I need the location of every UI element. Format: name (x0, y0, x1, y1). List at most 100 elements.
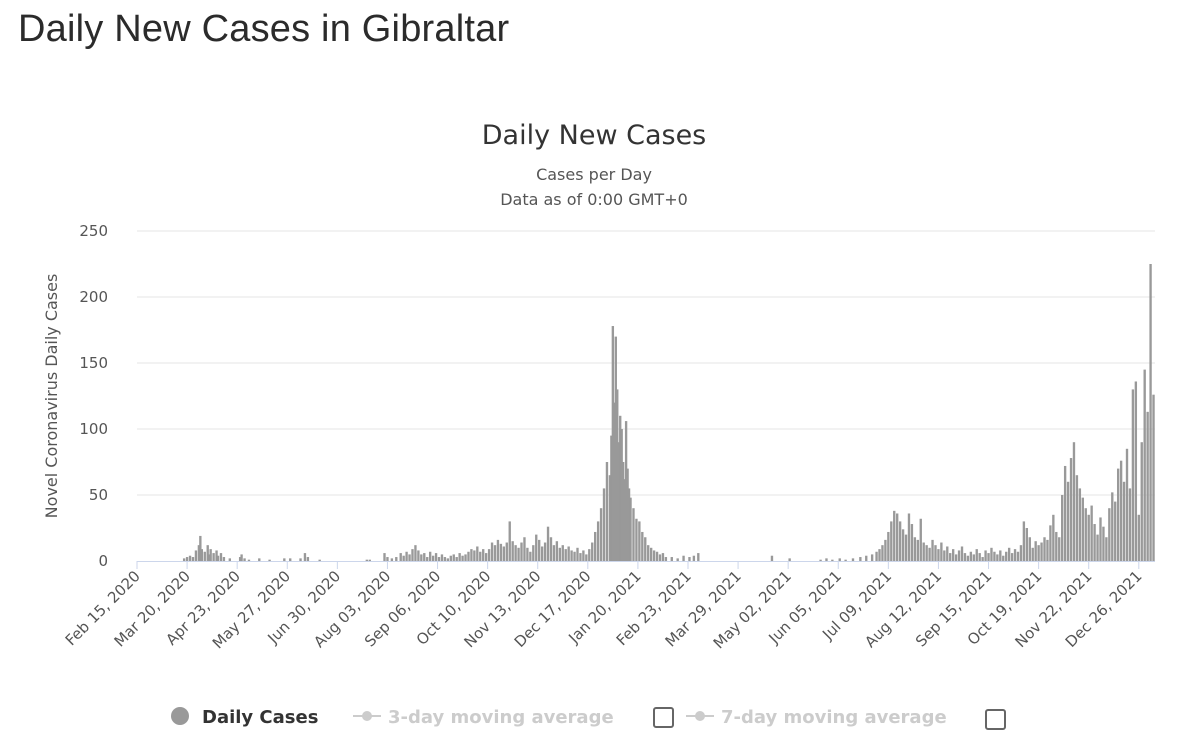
bar-daily-cases[interactable] (916, 539, 919, 561)
bar-daily-cases[interactable] (611, 326, 615, 561)
bar-daily-cases[interactable] (1099, 517, 1102, 561)
bar-daily-cases[interactable] (532, 545, 535, 561)
bar-daily-cases[interactable] (978, 553, 981, 561)
bar-daily-cases[interactable] (1137, 514, 1140, 561)
bar-daily-cases[interactable] (898, 521, 902, 561)
bar-daily-cases[interactable] (925, 545, 928, 561)
bar-daily-cases[interactable] (470, 549, 473, 561)
bar-daily-cases[interactable] (428, 551, 432, 561)
bar-daily-cases[interactable] (629, 497, 632, 561)
bar-daily-cases[interactable] (1152, 394, 1155, 561)
bar-daily-cases[interactable] (434, 553, 438, 561)
bar-daily-cases[interactable] (1072, 442, 1076, 561)
bar-daily-cases[interactable] (1055, 531, 1058, 561)
bar-daily-cases[interactable] (670, 557, 673, 561)
bar-daily-cases[interactable] (440, 554, 444, 561)
bar-daily-cases[interactable] (546, 526, 550, 561)
bar-daily-cases[interactable] (969, 551, 973, 561)
bar-daily-cases[interactable] (1105, 537, 1108, 561)
bar-daily-cases[interactable] (383, 553, 386, 561)
bar-daily-cases[interactable] (194, 550, 198, 561)
bar-daily-cases[interactable] (511, 541, 514, 561)
bar-daily-cases[interactable] (567, 546, 570, 561)
bar-daily-cases[interactable] (838, 558, 841, 561)
bar-daily-cases[interactable] (1002, 555, 1005, 561)
legend-item-7-day-average[interactable]: 7-day moving average (686, 707, 947, 728)
bar-daily-cases[interactable] (1143, 369, 1146, 561)
bar-daily-cases[interactable] (449, 555, 452, 561)
bar-daily-cases[interactable] (1046, 539, 1049, 561)
bar-daily-cases[interactable] (1043, 537, 1046, 561)
bar-daily-cases[interactable] (1125, 448, 1129, 561)
bar-daily-cases[interactable] (904, 534, 908, 561)
bar-daily-cases[interactable] (228, 558, 231, 561)
bar-daily-cases[interactable] (1114, 501, 1117, 561)
bar-daily-cases[interactable] (199, 535, 202, 561)
bar-daily-cases[interactable] (617, 442, 620, 561)
bar-daily-cases[interactable] (641, 531, 644, 561)
bar-daily-cases[interactable] (934, 545, 937, 561)
bar-daily-cases[interactable] (626, 468, 629, 561)
bar-daily-cases[interactable] (461, 555, 464, 561)
bar-daily-cases[interactable] (1061, 495, 1064, 561)
bar-daily-cases[interactable] (610, 435, 613, 561)
bar-daily-cases[interactable] (414, 545, 417, 561)
bar-daily-cases[interactable] (1116, 468, 1120, 561)
bar-daily-cases[interactable] (1122, 481, 1126, 561)
bar-daily-cases[interactable] (913, 537, 917, 561)
bar-daily-cases[interactable] (1081, 497, 1084, 561)
bar-daily-cases[interactable] (613, 402, 616, 561)
bar-daily-cases[interactable] (197, 545, 201, 561)
bar-daily-cases[interactable] (605, 462, 609, 561)
bar-daily-cases[interactable] (1078, 488, 1082, 561)
bar-daily-cases[interactable] (664, 557, 668, 561)
bar-daily-cases[interactable] (467, 551, 470, 561)
bar-daily-cases[interactable] (473, 550, 476, 561)
bar-daily-cases[interactable] (1049, 525, 1052, 561)
bar-daily-cases[interactable] (390, 558, 394, 561)
bar-daily-cases[interactable] (399, 553, 402, 561)
bar-daily-cases[interactable] (203, 551, 206, 561)
bar-daily-cases[interactable] (620, 429, 623, 561)
bar-daily-cases[interactable] (1007, 547, 1011, 561)
bar-daily-cases[interactable] (658, 554, 662, 561)
bar-daily-cases[interactable] (386, 557, 389, 561)
bar-daily-cases[interactable] (910, 524, 914, 561)
bar-daily-cases[interactable] (417, 550, 420, 561)
bar-daily-cases[interactable] (484, 553, 488, 561)
bar-daily-cases[interactable] (446, 558, 450, 561)
bar-daily-cases[interactable] (638, 521, 641, 561)
bar-series-daily-cases[interactable] (182, 264, 1155, 561)
bar-daily-cases[interactable] (212, 553, 215, 561)
bar-daily-cases[interactable] (819, 559, 822, 561)
bar-daily-cases[interactable] (452, 554, 455, 561)
bar-daily-cases[interactable] (426, 557, 429, 561)
bar-daily-cases[interactable] (788, 558, 791, 561)
bar-daily-cases[interactable] (585, 554, 588, 561)
bar-daily-cases[interactable] (688, 557, 691, 561)
bar-daily-cases[interactable] (464, 554, 467, 561)
bar-daily-cases[interactable] (981, 557, 984, 561)
bar-daily-cases[interactable] (960, 546, 964, 561)
bar-daily-cases[interactable] (368, 559, 371, 561)
bar-daily-cases[interactable] (188, 555, 192, 561)
bar-daily-cases[interactable] (402, 555, 405, 561)
bar-daily-cases[interactable] (1022, 521, 1026, 561)
bar-daily-cases[interactable] (661, 553, 665, 561)
bar-daily-cases[interactable] (614, 336, 617, 561)
bar-daily-cases[interactable] (437, 557, 441, 561)
bar-daily-cases[interactable] (1005, 551, 1008, 561)
bar-daily-cases[interactable] (919, 518, 922, 561)
bar-daily-cases[interactable] (996, 554, 999, 561)
bar-daily-cases[interactable] (303, 553, 307, 561)
bar-daily-cases[interactable] (219, 553, 223, 561)
bar-daily-cases[interactable] (1058, 537, 1061, 561)
bar-daily-cases[interactable] (682, 555, 685, 561)
bar-daily-cases[interactable] (395, 557, 398, 561)
bar-daily-cases[interactable] (496, 539, 500, 561)
bar-daily-cases[interactable] (1037, 545, 1040, 561)
bar-daily-cases[interactable] (999, 550, 1002, 561)
bar-daily-cases[interactable] (576, 547, 579, 561)
bar-daily-cases[interactable] (887, 531, 890, 561)
bar-daily-cases[interactable] (608, 475, 612, 561)
